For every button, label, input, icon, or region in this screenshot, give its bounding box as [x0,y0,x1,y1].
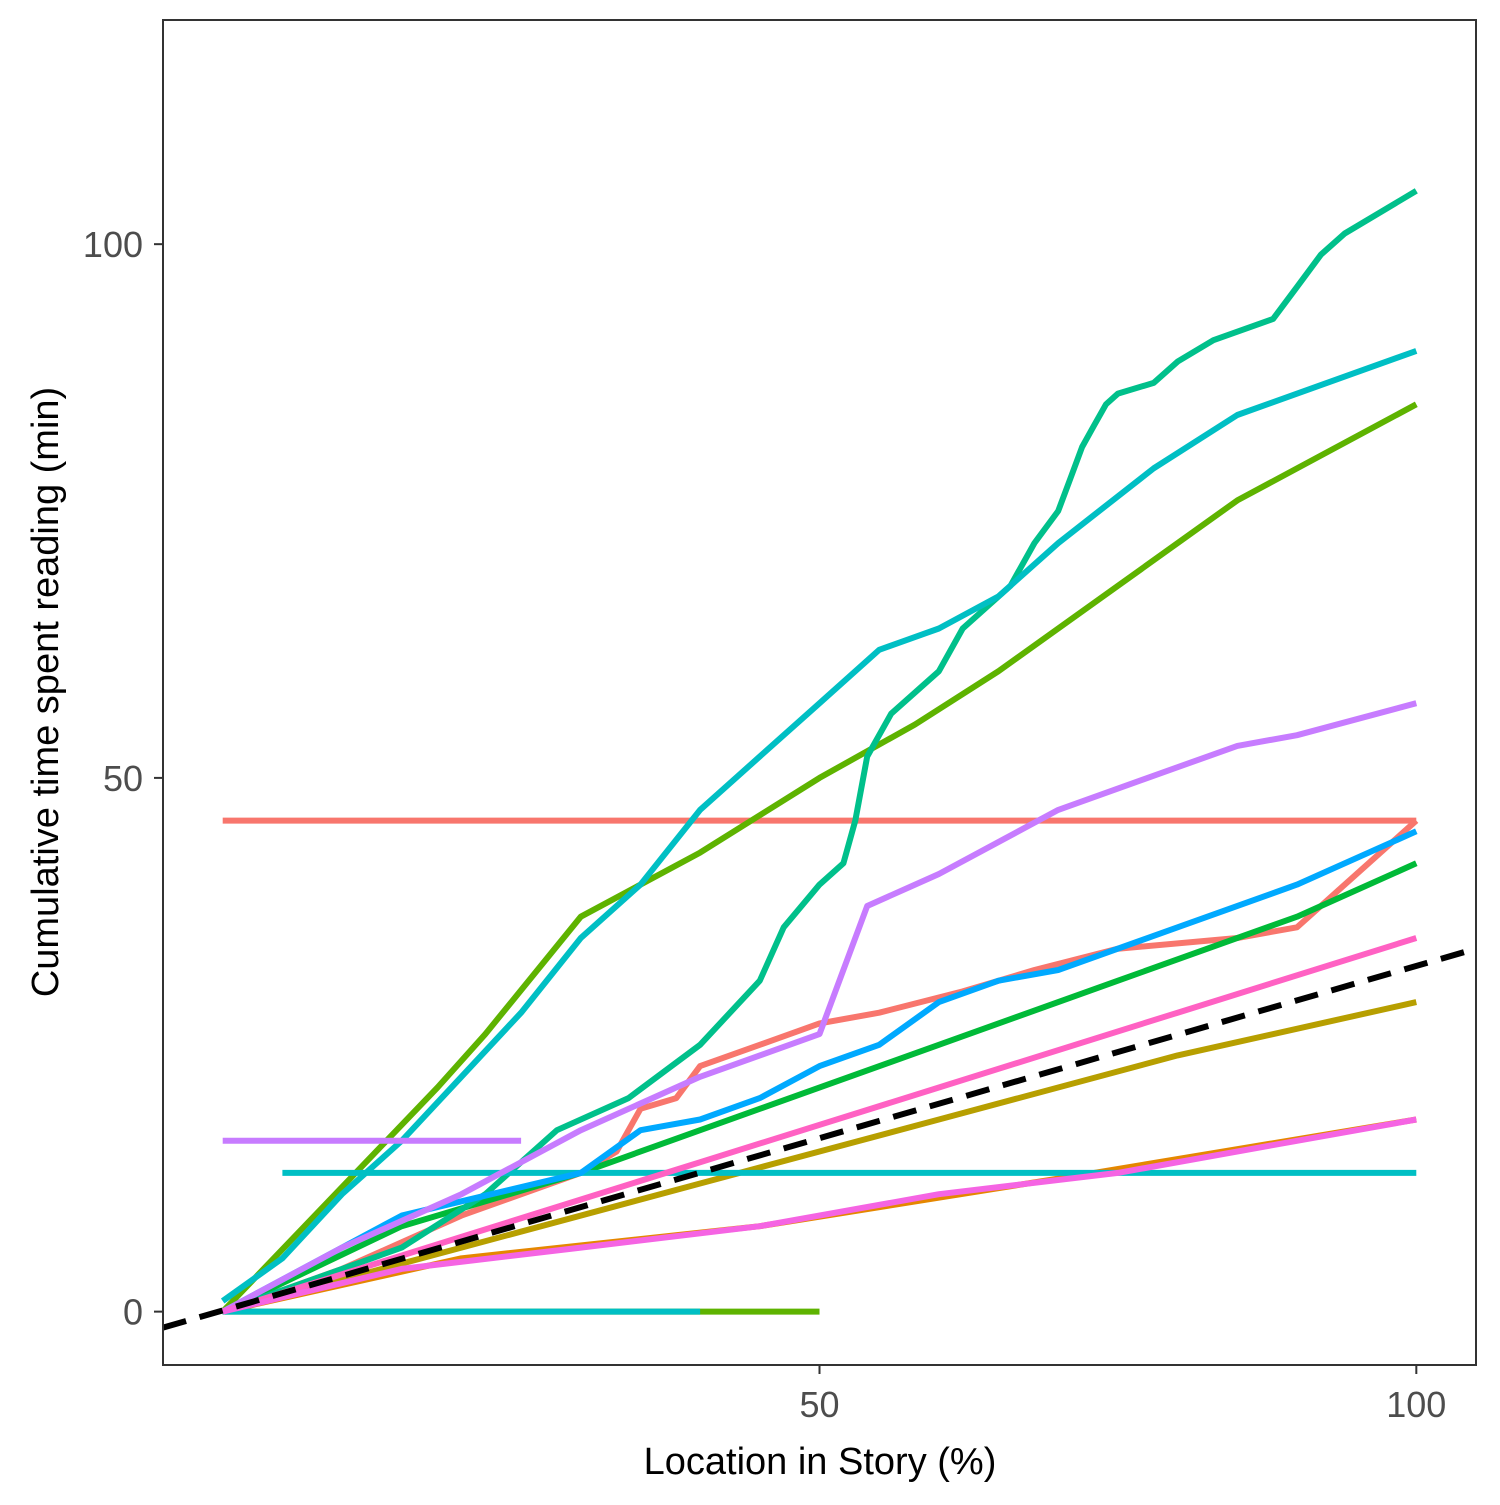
series-line-13 [221,700,1418,1315]
series-line-4 [221,999,1417,1315]
series-line-16 [222,1116,1417,1315]
series-line-12 [221,828,1418,1315]
series-line-7 [221,860,1418,1315]
series-line-9 [220,348,1418,1304]
series-line-6 [220,401,1418,1314]
x-tick-label: 100 [1386,1384,1446,1425]
series-layer [220,188,1419,1315]
x-axis-ticks: 50 100 [799,1365,1446,1425]
y-tick-label: 100 [83,224,143,265]
series-line-15 [221,935,1418,1315]
y-axis-title: Cumulative time spent reading (min) [25,387,67,997]
x-tick-label: 50 [799,1384,839,1425]
y-axis-ticks: 0 50 100 [83,224,163,1333]
x-axis-title: Location in Story (%) [644,1441,997,1483]
y-tick-label: 50 [103,758,143,799]
y-tick-label: 0 [123,1292,143,1333]
